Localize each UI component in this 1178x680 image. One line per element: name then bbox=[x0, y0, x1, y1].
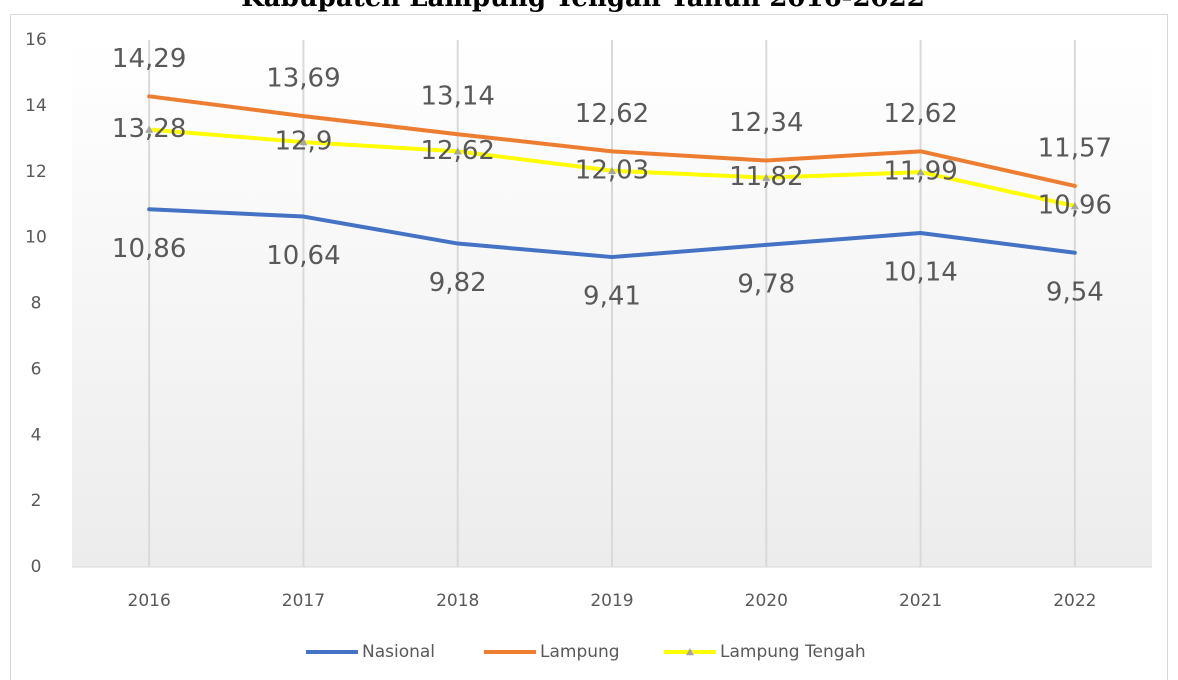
data-label: 10,64 bbox=[266, 241, 340, 271]
legend-label: Lampung Tengah bbox=[720, 642, 866, 662]
point-marker bbox=[608, 166, 616, 174]
point-marker bbox=[299, 138, 308, 146]
point-marker bbox=[916, 168, 925, 176]
point-marker bbox=[453, 147, 462, 155]
data-label: 14,29 bbox=[112, 44, 186, 74]
data-label: 12,9 bbox=[274, 127, 332, 157]
data-label: 10,96 bbox=[1038, 191, 1112, 221]
point-marker bbox=[145, 125, 154, 133]
point-marker bbox=[1070, 202, 1079, 210]
x-tick-label: 2016 bbox=[128, 591, 171, 611]
y-tick-label: 10 bbox=[25, 228, 47, 248]
chart-title: Kabupaten Lampung Tengah Tahun 2016-2022 bbox=[241, 0, 925, 13]
y-tick-label: 2 bbox=[31, 491, 42, 511]
x-tick-label: 2018 bbox=[436, 591, 479, 611]
x-tick-label: 2017 bbox=[282, 591, 325, 611]
data-label: 12,03 bbox=[575, 155, 649, 185]
data-label: 12,62 bbox=[883, 99, 957, 129]
y-tick-label: 6 bbox=[31, 359, 42, 379]
data-label: 13,14 bbox=[420, 82, 494, 112]
line-series bbox=[147, 207, 1077, 260]
data-label: 9,82 bbox=[429, 268, 487, 298]
data-label: 11,99 bbox=[883, 157, 957, 187]
data-label: 9,78 bbox=[737, 269, 795, 299]
data-label: 12,34 bbox=[729, 108, 803, 138]
legend-marker bbox=[686, 648, 694, 656]
data-label: 9,54 bbox=[1046, 277, 1104, 307]
x-tick-label: 2022 bbox=[1053, 591, 1096, 611]
data-label: 10,14 bbox=[883, 258, 957, 288]
x-tick-label: 2019 bbox=[590, 591, 633, 611]
data-label: 13,28 bbox=[112, 114, 186, 144]
data-label: 11,57 bbox=[1038, 133, 1112, 163]
data-label: 11,82 bbox=[729, 162, 803, 192]
data-label: 12,62 bbox=[575, 99, 649, 129]
x-tick-label: 2021 bbox=[899, 591, 942, 611]
y-tick-label: 12 bbox=[25, 162, 47, 182]
y-tick-label: 8 bbox=[31, 294, 42, 314]
x-tick-label: 2020 bbox=[745, 591, 788, 611]
data-label: 9,41 bbox=[583, 282, 641, 312]
data-label: 13,69 bbox=[266, 64, 340, 94]
y-tick-label: 4 bbox=[31, 425, 42, 445]
y-tick-label: 16 bbox=[25, 30, 47, 50]
line-series bbox=[147, 94, 1077, 188]
legend-label: Nasional bbox=[362, 642, 435, 662]
point-marker bbox=[762, 173, 771, 181]
legend-label: Lampung bbox=[540, 642, 620, 662]
data-label: 10,86 bbox=[112, 234, 186, 264]
y-tick-label: 14 bbox=[25, 96, 47, 116]
y-tick-label: 0 bbox=[31, 557, 42, 577]
data-label: 12,62 bbox=[420, 136, 494, 166]
